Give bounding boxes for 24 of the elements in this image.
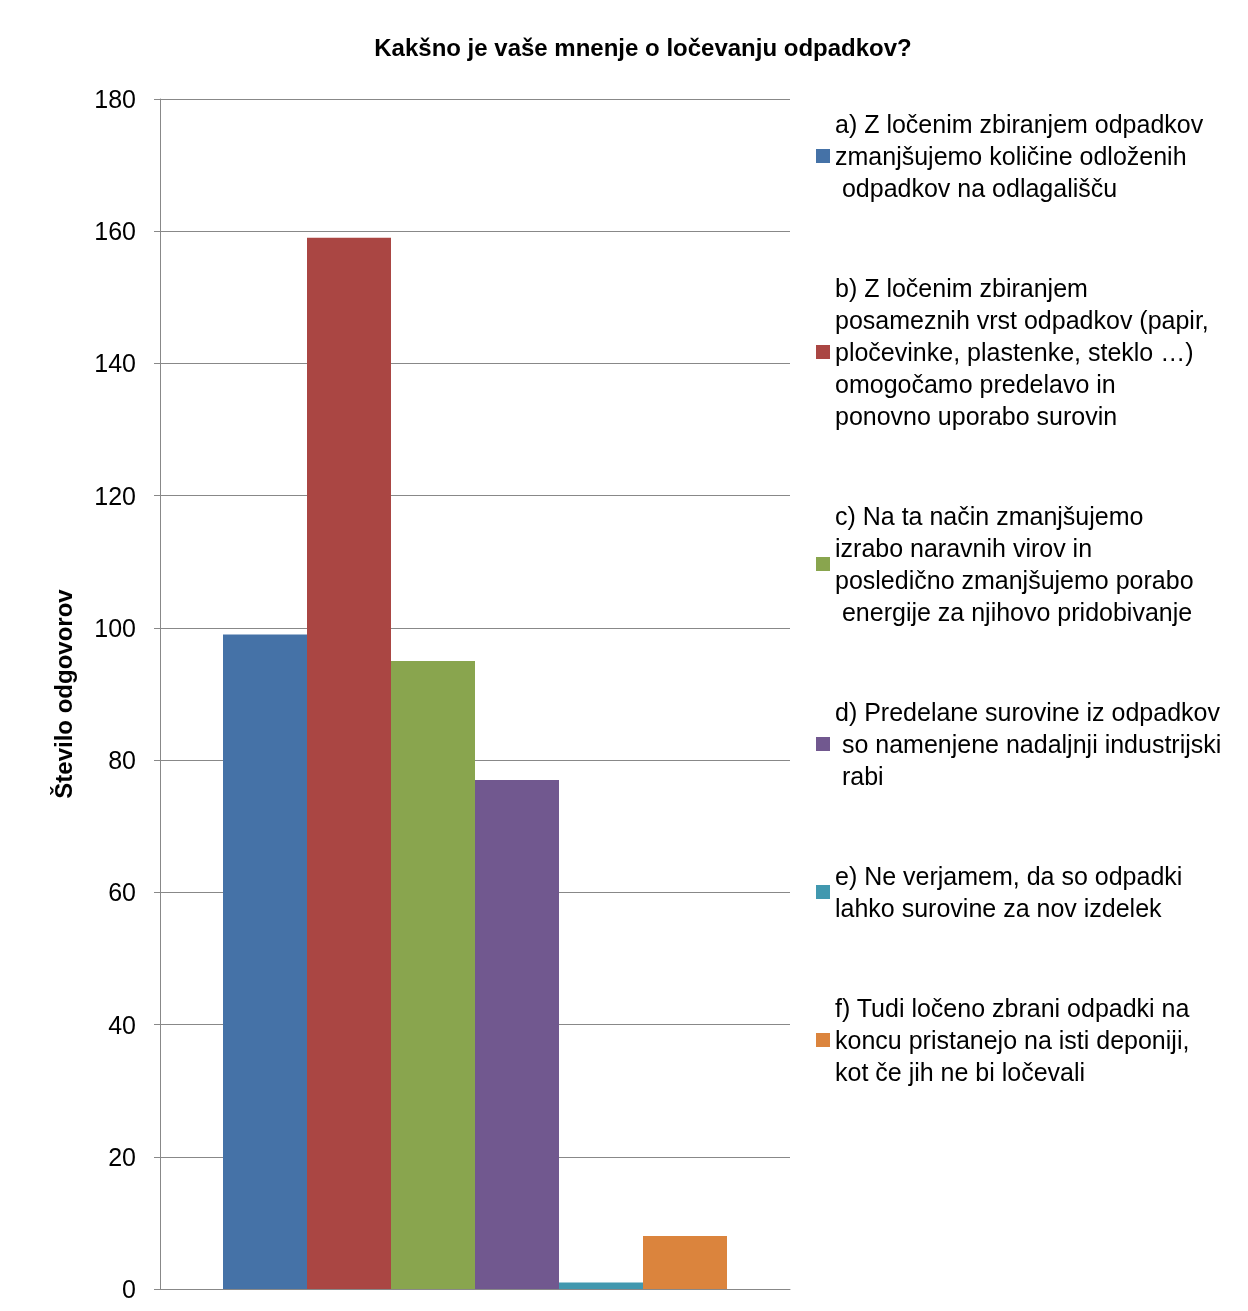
- bar: [559, 1282, 643, 1289]
- bar: [307, 237, 391, 1289]
- bar: [223, 634, 307, 1289]
- chart-title: Kakšno je vaše mnenje o ločevanju odpadkov?: [374, 33, 912, 61]
- bar: [391, 660, 475, 1289]
- legend-label: c) Na ta način zmanjšujemo izrabo naravnih virov in posledično zmanjšujemo porabo energije za njihovo pridobivanje: [835, 502, 1194, 626]
- y-tick-label: 100: [94, 613, 136, 642]
- legend-label: d) Predelane surovine iz odpadkov so namenjene nadaljnji industrijski rabi: [835, 698, 1222, 790]
- y-tick-label: 20: [108, 1142, 136, 1171]
- y-axis-title: Število odgovorov: [49, 588, 77, 799]
- legend-label: b) Z ločenim zbiranjem posameznih vrst odpadkov (papir, pločevinke, plastenke, steklo …) omogočamo predelavo in ponovno uporabo surovin: [835, 274, 1216, 430]
- y-tick-label: 140: [94, 349, 136, 378]
- bar: [475, 779, 559, 1289]
- y-tick-label: 160: [94, 217, 136, 246]
- y-tick-label: 180: [94, 85, 136, 113]
- y-tick-label: 0: [122, 1275, 136, 1303]
- legend-label: a) Z ločenim zbiranjem odpadkov zmanjšujemo količine odloženih odpadkov na odlagališču: [835, 110, 1211, 202]
- legend-label: f) Tudi ločeno zbrani odpadki na koncu pristanejo na isti deponiji, kot če jih ne bi ločevali: [835, 994, 1197, 1086]
- y-tick-label: 80: [108, 746, 136, 775]
- y-tick-label: 120: [94, 481, 136, 510]
- y-tick-label: 40: [108, 1010, 136, 1039]
- legend-label: e) Ne verjamem, da so odpadki lahko surovine za nov izdelek: [835, 862, 1190, 922]
- y-tick-label: 60: [108, 878, 136, 907]
- bar: [643, 1236, 727, 1289]
